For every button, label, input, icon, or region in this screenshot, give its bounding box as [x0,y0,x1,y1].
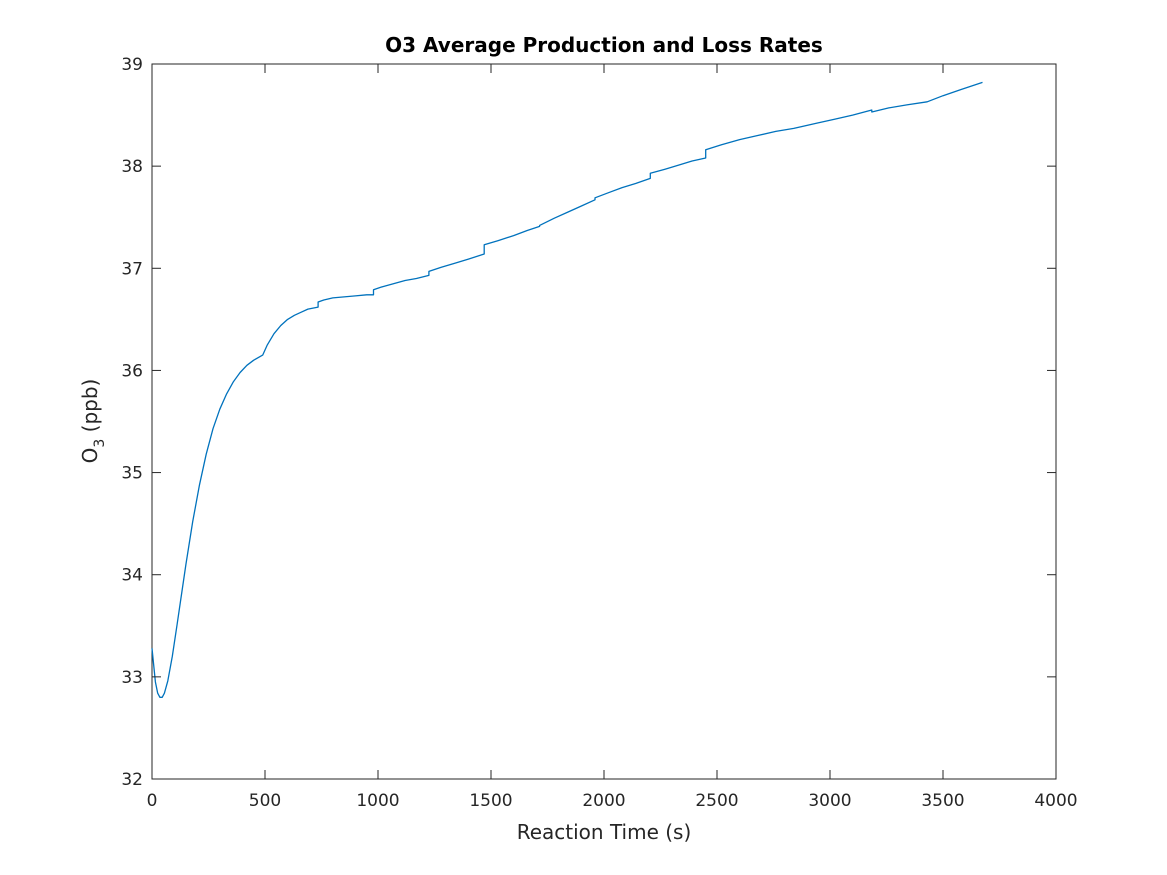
y-axis-label-main: O [78,448,102,464]
x-tick-label: 0 [147,791,158,811]
x-tick-label: 2500 [695,791,738,811]
y-tick-label: 33 [121,668,143,688]
x-tick-label: 2000 [582,791,625,811]
y-axis-label-subscript: 3 [92,439,108,448]
y-tick-label: 34 [121,566,143,586]
y-tick-label: 39 [121,55,143,75]
y-tick-label: 35 [121,464,143,484]
x-tick-label: 1000 [356,791,399,811]
y-axis-label: O3 (ppb) [78,379,108,464]
series-line [151,81,983,698]
chart-title: O3 Average Production and Loss Rates [385,33,823,57]
x-tick-label: 500 [249,791,281,811]
y-tick-label: 37 [121,259,143,279]
x-axis-label: Reaction Time (s) [517,820,692,844]
y-axis: 32 33 34 35 36 37 38 39 [121,55,1056,790]
y-tick-label: 36 [121,361,143,381]
y-tick-label: 32 [121,770,143,790]
x-tick-label: 3000 [808,791,851,811]
y-tick-label: 38 [121,157,143,177]
x-axis: 0 500 1000 1500 2000 2500 3000 3500 4000 [147,64,1078,811]
x-tick-label: 3500 [921,791,964,811]
x-tick-label: 1500 [469,791,512,811]
y-axis-label-unit: (ppb) [78,379,102,439]
x-tick-label: 4000 [1034,791,1077,811]
